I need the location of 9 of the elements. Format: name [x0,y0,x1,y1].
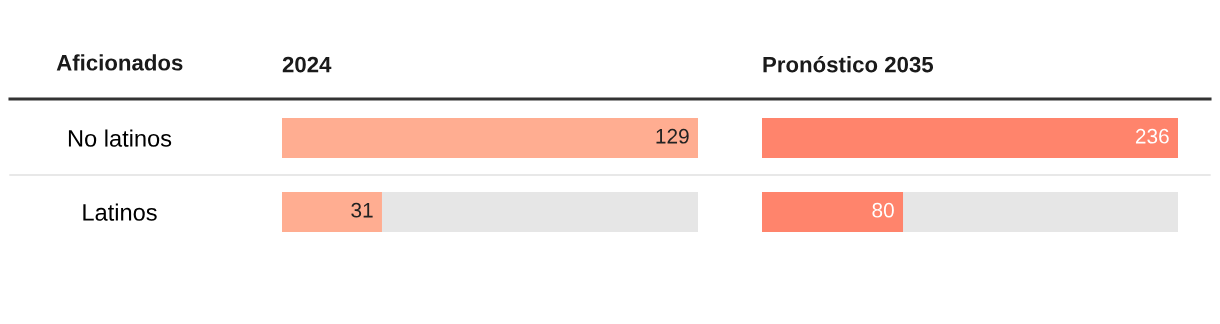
data-label: 236 [1135,128,1169,144]
chart-title: 2024 [282,56,332,73]
chart-title: Pronóstico 2035 [763,55,934,73]
data-label: 80 [872,202,894,218]
y-axis-title: Aficionados [56,54,183,71]
y-tick-label: No latinos [68,129,172,147]
y-tick-label: Latinos [83,203,157,221]
data-label: 31 [351,202,373,218]
data-label: 129 [656,128,689,144]
